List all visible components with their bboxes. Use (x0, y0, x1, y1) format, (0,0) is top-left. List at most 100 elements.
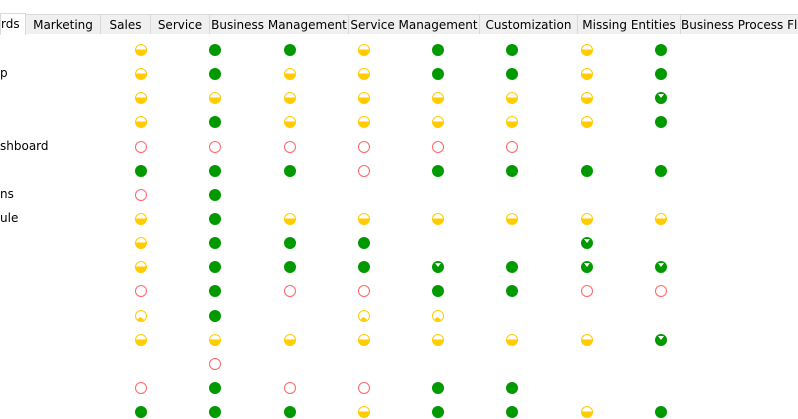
status-half-icon (506, 116, 518, 128)
row-label: shboard (0, 139, 49, 153)
status-empty-icon (432, 141, 444, 153)
status-full-icon (209, 382, 221, 394)
status-full-icon (209, 406, 221, 418)
status-mostly-icon (655, 261, 667, 273)
status-full-icon (284, 261, 296, 273)
status-full-icon (432, 68, 444, 80)
status-full-icon (506, 406, 518, 418)
tab-rds[interactable]: rds (0, 13, 26, 35)
tab-marketing[interactable]: Marketing (25, 14, 101, 34)
status-half-icon (506, 92, 518, 104)
status-full-icon (506, 68, 518, 80)
tab-business-process-flows[interactable]: Business Process Flows (680, 14, 798, 34)
status-empty-icon (284, 141, 296, 153)
status-half-icon (581, 116, 593, 128)
status-half-icon (581, 44, 593, 56)
status-empty-icon (284, 382, 296, 394)
status-full-icon (284, 406, 296, 418)
status-empty-icon (358, 382, 370, 394)
status-mostly-icon (655, 92, 667, 104)
status-full-icon (655, 44, 667, 56)
status-full-icon (209, 237, 221, 249)
status-mostly-icon (581, 237, 593, 249)
row-label: p (0, 66, 8, 80)
status-full-icon (655, 406, 667, 418)
status-full-icon (655, 165, 667, 177)
status-empty-icon (358, 165, 370, 177)
status-half-icon (135, 237, 147, 249)
status-empty-icon (358, 285, 370, 297)
status-full-icon (284, 44, 296, 56)
status-half-icon (358, 213, 370, 225)
status-mostly-icon (655, 334, 667, 346)
status-empty-icon (135, 285, 147, 297)
status-half-icon (581, 213, 593, 225)
status-half-icon (581, 334, 593, 346)
status-half-icon (432, 334, 444, 346)
status-full-icon (209, 285, 221, 297)
tab-service[interactable]: Service (150, 14, 210, 34)
status-half-icon (655, 213, 667, 225)
status-empty-icon (209, 358, 221, 370)
status-empty-icon (135, 141, 147, 153)
status-full-icon (135, 406, 147, 418)
status-full-icon (209, 213, 221, 225)
status-half-icon (581, 68, 593, 80)
status-half-icon (358, 44, 370, 56)
status-mostly-icon (581, 261, 593, 273)
tab-sales[interactable]: Sales (100, 14, 151, 34)
status-full-icon (209, 165, 221, 177)
status-half-icon (209, 334, 221, 346)
status-half-icon (135, 116, 147, 128)
status-half-icon (358, 92, 370, 104)
status-full-icon (506, 261, 518, 273)
tab-customization[interactable]: Customization (479, 14, 578, 34)
status-empty-icon (135, 382, 147, 394)
status-empty-icon (209, 141, 221, 153)
status-full-icon (506, 382, 518, 394)
status-half-icon (284, 92, 296, 104)
status-half-icon (581, 406, 593, 418)
status-half-icon (284, 68, 296, 80)
status-half-icon (284, 116, 296, 128)
status-full-icon (432, 382, 444, 394)
tab-missing-entities[interactable]: Missing Entities (577, 14, 681, 34)
status-full-icon (209, 310, 221, 322)
tab-business-management[interactable]: Business Management (209, 14, 349, 34)
status-full-icon (358, 237, 370, 249)
status-half-icon (284, 213, 296, 225)
status-half-icon (135, 213, 147, 225)
status-mostly-icon (432, 261, 444, 273)
status-half-icon (432, 213, 444, 225)
status-full-icon (358, 261, 370, 273)
status-half-icon (358, 406, 370, 418)
status-full-icon (432, 406, 444, 418)
status-half-icon (506, 334, 518, 346)
status-empty-icon (358, 141, 370, 153)
status-quarter-icon (432, 310, 444, 322)
status-half-icon (135, 261, 147, 273)
status-empty-icon (655, 285, 667, 297)
status-half-icon (284, 334, 296, 346)
tab-service-management[interactable]: Service Management (348, 14, 480, 34)
status-half-icon (432, 92, 444, 104)
status-quarter-icon (358, 310, 370, 322)
status-half-icon (432, 116, 444, 128)
status-full-icon (655, 116, 667, 128)
status-empty-icon (284, 285, 296, 297)
row-label: ule (0, 211, 19, 225)
status-full-icon (209, 68, 221, 80)
status-half-icon (135, 44, 147, 56)
status-full-icon (432, 44, 444, 56)
status-full-icon (432, 165, 444, 177)
status-half-icon (209, 92, 221, 104)
status-full-icon (581, 165, 593, 177)
status-empty-icon (135, 189, 147, 201)
status-full-icon (506, 285, 518, 297)
status-half-icon (581, 92, 593, 104)
status-quarter-icon (135, 310, 147, 322)
status-empty-icon (581, 285, 593, 297)
status-full-icon (209, 44, 221, 56)
status-half-icon (135, 92, 147, 104)
status-half-icon (358, 116, 370, 128)
